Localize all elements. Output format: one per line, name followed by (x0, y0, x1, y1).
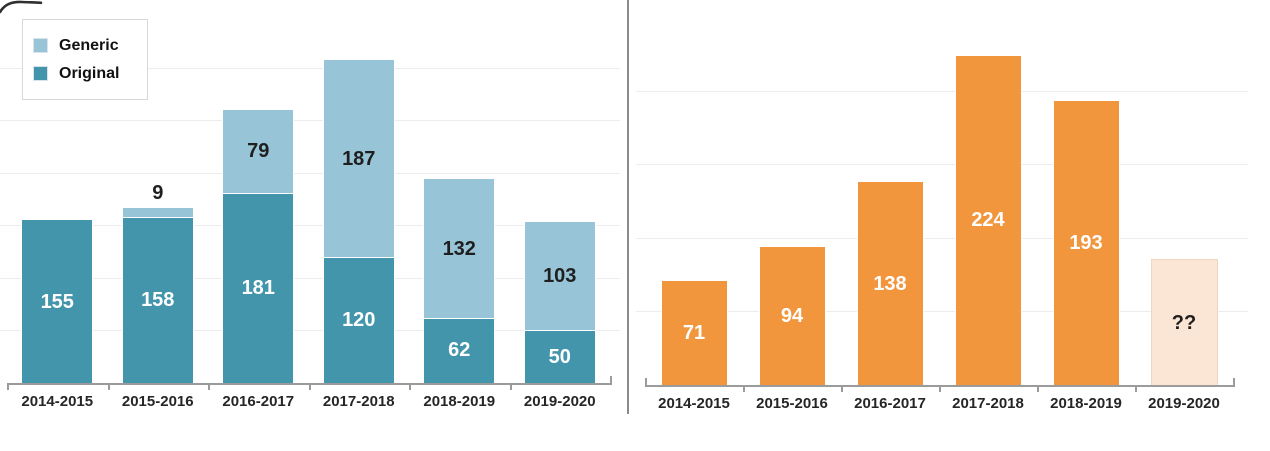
gridline (636, 90, 1248, 92)
axis-tick (645, 378, 647, 387)
bar-generic-2018-2019 (424, 179, 495, 318)
value-label-generic-2019-2020: 103 (543, 265, 577, 288)
legend: Generic Original (22, 19, 148, 100)
bar-total-2018-2019 (1053, 101, 1119, 385)
legend-label-original: Original (59, 64, 120, 82)
bar-original-2018-2019 (424, 317, 495, 383)
bar-total-2016-2017 (857, 182, 923, 385)
bar-original-2019-2020 (524, 330, 595, 383)
axis-tick (1233, 378, 1235, 387)
x-axis-label-2018-2019: 2018-2019 (423, 393, 496, 410)
value-label-original-2018-2019: 62 (448, 339, 471, 362)
axis-tick (308, 383, 311, 390)
gridline (0, 120, 620, 122)
gridline (636, 164, 1248, 166)
value-label-original-2019-2020: 50 (548, 345, 571, 368)
gridline (0, 225, 620, 227)
axis-tick (509, 383, 512, 390)
gridline (0, 172, 620, 174)
value-label-original-2017-2018: 120 (342, 308, 376, 331)
panel-divider (627, 0, 629, 414)
value-label-generic-2016-2017: 79 (247, 140, 270, 163)
gridline (636, 237, 1248, 239)
value-label-original-2014-2015: 155 (40, 290, 74, 313)
value-label-generic-2017-2018: 187 (342, 147, 376, 170)
x-axis-label-2017-2018: 2017-2018 (322, 393, 395, 410)
x-axis-label-2015-2016: 2015-2016 (121, 393, 194, 410)
bar-generic-2019-2020 (524, 222, 595, 331)
x-axis-label-2016-2017: 2016-2017 (222, 393, 295, 410)
legend-label-generic: Generic (59, 36, 119, 54)
gridline (0, 67, 620, 69)
axis-tick (939, 385, 941, 392)
bar-total-2015-2016 (759, 246, 825, 385)
gridline (0, 330, 620, 332)
bar-generic-2016-2017 (223, 109, 294, 193)
legend-item-generic: Generic (34, 37, 147, 55)
value-label-total-2014-2015: 71 (682, 321, 706, 344)
x-axis-label-2016-2017: 2016-2017 (854, 395, 926, 412)
axis-tick (743, 385, 745, 392)
corner-ink-mark (0, 0, 43, 14)
x-axis-label-2014-2015: 2014-2015 (21, 393, 94, 410)
value-label-generic-2018-2019: 132 (442, 237, 476, 260)
bar-total-2019-2020 (1151, 260, 1217, 385)
value-label-total-2018-2019: 193 (1069, 232, 1103, 255)
bar-total-2017-2018 (955, 55, 1021, 385)
bar-generic-2017-2018 (323, 60, 394, 257)
x-axis-label-2019-2020: 2019-2020 (1148, 395, 1220, 412)
axis-tick (1037, 385, 1039, 392)
generic-swatch-icon (34, 39, 47, 52)
bar-total-2014-2015 (661, 280, 727, 385)
x-axis-label-2019-2020: 2019-2020 (523, 393, 596, 410)
axis-tick (7, 383, 9, 390)
x-axis-label-2015-2016: 2015-2016 (756, 395, 828, 412)
value-label-total-2015-2016: 94 (780, 304, 804, 327)
value-label-total-2019-2020: ?? (1171, 311, 1197, 334)
gridline (0, 277, 620, 279)
value-label-generic-2015-2016: 9 (152, 181, 164, 204)
x-axis-label-2014-2015: 2014-2015 (658, 395, 730, 412)
value-label-original-2016-2017: 181 (241, 276, 275, 299)
axis-tick (1135, 385, 1137, 392)
bar-original-2014-2015 (22, 220, 93, 383)
axis-tick (610, 376, 612, 385)
axis-tick (107, 383, 110, 390)
axis-tick (841, 385, 843, 392)
bar-original-2015-2016 (122, 216, 193, 383)
gridline (636, 311, 1248, 313)
legend-item-original: Original (34, 65, 147, 83)
axis-tick (208, 383, 210, 390)
bar-generic-2015-2016 (122, 207, 193, 217)
bar-original-2017-2018 (323, 256, 394, 383)
bar-original-2016-2017 (223, 192, 294, 383)
value-label-total-2016-2017: 138 (873, 272, 907, 295)
axis-tick (409, 383, 411, 390)
value-label-total-2017-2018: 224 (971, 209, 1005, 232)
value-label-original-2015-2016: 158 (141, 288, 175, 311)
original-swatch-icon (34, 67, 47, 80)
x-axis-label-2017-2018: 2017-2018 (952, 395, 1024, 412)
x-axis-label-2018-2019: 2018-2019 (1050, 395, 1122, 412)
